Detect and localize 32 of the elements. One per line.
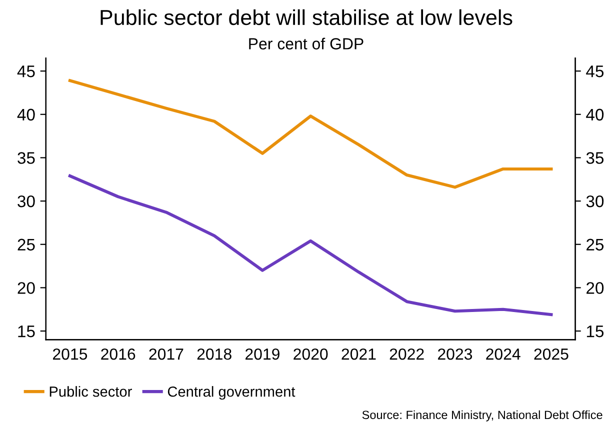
y-tick-label: 25 bbox=[18, 238, 35, 251]
chart-subtitle: Per cent of GDP bbox=[249, 38, 364, 50]
x-tick-label: 2020 bbox=[294, 348, 328, 360]
x-tick-label: 2015 bbox=[53, 348, 88, 360]
x-tick-label: 2025 bbox=[534, 348, 568, 360]
y-tick-label: 45 bbox=[17, 66, 35, 78]
y2-tick-label: 20 bbox=[586, 282, 604, 294]
line-series bbox=[68, 174, 553, 316]
legend-label: Public sector bbox=[50, 386, 132, 397]
y2-tick-label: 30 bbox=[586, 195, 604, 208]
y-tick-label: 20 bbox=[18, 282, 35, 294]
x-tick-label: 2021 bbox=[342, 348, 376, 360]
x-tick-label: 2017 bbox=[149, 348, 184, 360]
x-tick-label: 2023 bbox=[438, 348, 472, 360]
y2-tick-label: 25 bbox=[586, 238, 604, 251]
x-tick-label: 2024 bbox=[486, 348, 520, 360]
y2-tick-label: 35 bbox=[586, 152, 604, 164]
source-note: Source: Finance Ministry, National Debt Office bbox=[362, 410, 602, 422]
y2-tick-label: 15 bbox=[586, 326, 604, 338]
x-tick-label: 2018 bbox=[197, 348, 232, 360]
y-tick-label: 35 bbox=[18, 152, 35, 164]
y-tick-label: 40 bbox=[17, 108, 35, 121]
y2-tick-label: 40 bbox=[586, 108, 604, 121]
line-series bbox=[68, 79, 553, 189]
x-tick-label: 2016 bbox=[101, 348, 136, 360]
x-tick-label: 2019 bbox=[246, 348, 280, 360]
y-tick-label: 15 bbox=[18, 326, 35, 338]
legend-label: Central government bbox=[168, 386, 296, 400]
y2-tick-label: 45 bbox=[586, 66, 604, 78]
chart-title: Public sector debt will stabilise at low levels bbox=[100, 9, 512, 26]
x-tick-label: 2022 bbox=[390, 348, 424, 360]
y-tick-label: 30 bbox=[18, 195, 35, 208]
